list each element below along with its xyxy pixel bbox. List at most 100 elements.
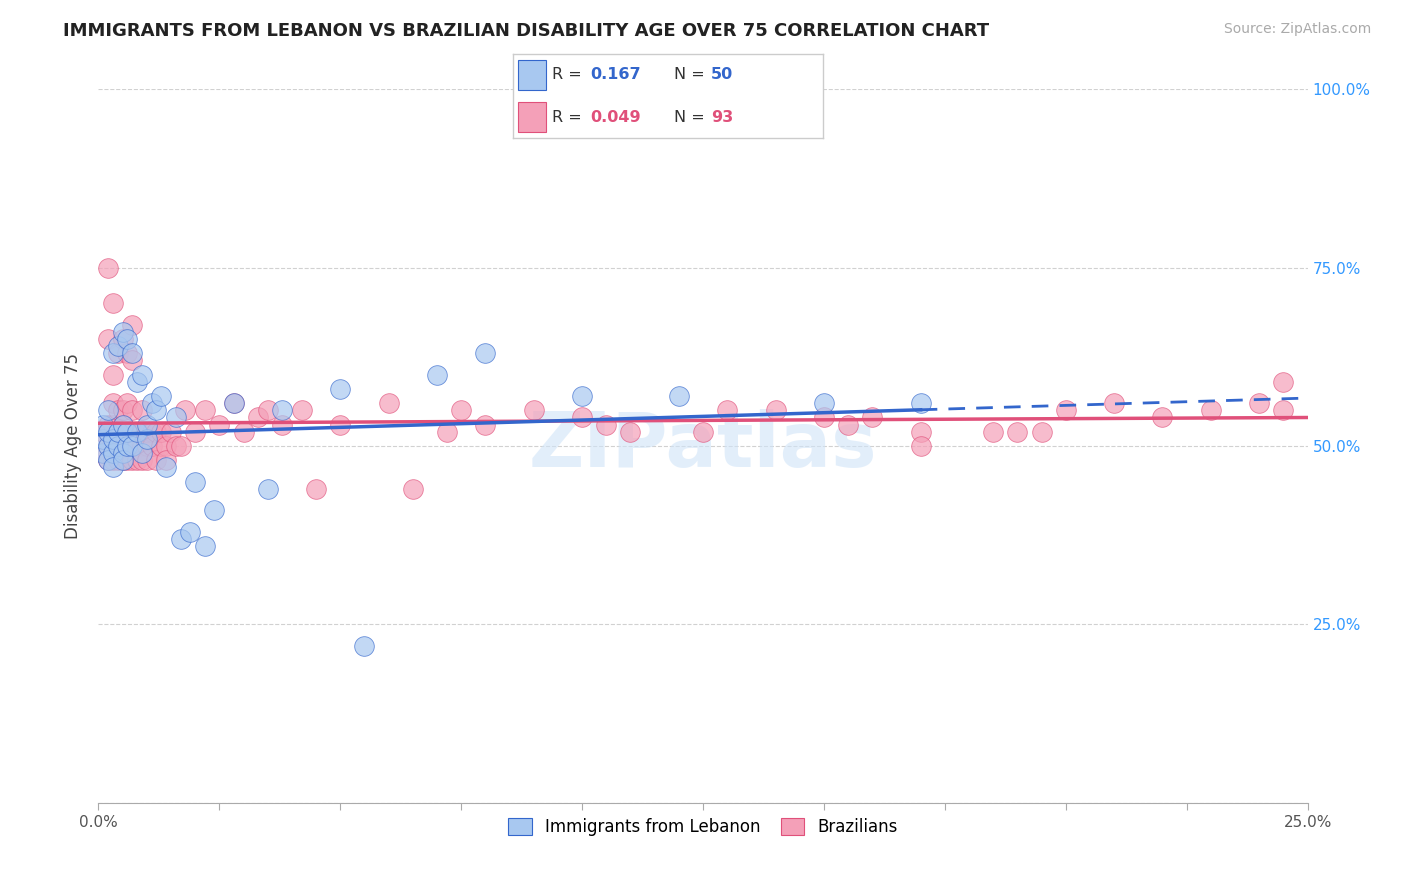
Point [121, 353, 143, 368]
Point [117, 346, 139, 360]
Point [426, 368, 449, 382]
Point [101, 346, 124, 360]
Point [127, 453, 149, 467]
Point [111, 446, 134, 460]
Point [232, 425, 254, 439]
Point [145, 425, 167, 439]
Point [169, 439, 191, 453]
Point [1272, 403, 1295, 417]
Point [523, 403, 546, 417]
Point [127, 425, 149, 439]
Point [107, 453, 129, 467]
Legend: Immigrants from Lebanon, Brazilians: Immigrants from Lebanon, Brazilians [501, 810, 905, 845]
Bar [517, 60, 546, 89]
Point [135, 432, 157, 446]
Point [91, 425, 114, 439]
Point [111, 453, 134, 467]
Point [121, 439, 143, 453]
Point [107, 339, 129, 353]
Point [97, 439, 120, 453]
Point [111, 332, 134, 346]
Point [117, 396, 139, 410]
Point [111, 439, 134, 453]
Point [194, 403, 217, 417]
Point [107, 346, 129, 360]
Point [131, 446, 153, 460]
Point [135, 453, 157, 467]
Point [474, 346, 496, 360]
Point [121, 425, 143, 439]
Point [101, 460, 124, 475]
Point [765, 403, 787, 417]
Point [121, 439, 143, 453]
Point [141, 396, 163, 410]
Text: ZIPatlas: ZIPatlas [529, 409, 877, 483]
Point [571, 410, 593, 425]
Text: R =: R = [551, 67, 586, 82]
Point [1272, 375, 1295, 389]
Point [256, 403, 278, 417]
Point [91, 432, 114, 446]
Point [111, 417, 134, 432]
Point [101, 446, 124, 460]
Point [117, 425, 139, 439]
Text: N =: N = [673, 110, 710, 125]
Point [860, 410, 883, 425]
Point [179, 524, 201, 539]
Point [101, 432, 124, 446]
Point [117, 425, 139, 439]
Point [97, 453, 120, 467]
Point [692, 425, 714, 439]
Point [107, 403, 129, 417]
Point [131, 453, 153, 467]
Point [111, 403, 134, 417]
Point [155, 460, 177, 475]
Point [450, 403, 472, 417]
Point [121, 346, 143, 360]
Text: Source: ZipAtlas.com: Source: ZipAtlas.com [1223, 22, 1371, 37]
Point [813, 410, 835, 425]
Text: 50: 50 [711, 67, 734, 82]
Point [117, 453, 139, 467]
Point [131, 368, 153, 382]
Point [271, 417, 294, 432]
Point [91, 417, 114, 432]
Point [97, 453, 120, 467]
Point [1102, 396, 1125, 410]
Point [141, 425, 163, 439]
Point [595, 417, 617, 432]
Point [813, 396, 835, 410]
Point [204, 503, 226, 517]
Point [165, 410, 187, 425]
Point [111, 453, 134, 467]
Point [111, 417, 134, 432]
Point [101, 368, 124, 382]
Point [353, 639, 375, 653]
Bar [517, 103, 546, 132]
Point [290, 403, 312, 417]
Point [97, 260, 120, 275]
Point [668, 389, 690, 403]
Text: R =: R = [551, 110, 586, 125]
Point [150, 389, 173, 403]
Point [107, 425, 129, 439]
Point [121, 403, 143, 417]
Point [107, 439, 129, 453]
Point [127, 439, 149, 453]
Point [135, 417, 157, 432]
Point [910, 439, 932, 453]
Point [150, 425, 173, 439]
Point [1249, 396, 1271, 410]
Point [101, 417, 124, 432]
Point [117, 439, 139, 453]
Point [111, 325, 134, 339]
Point [184, 475, 207, 489]
Point [131, 439, 153, 453]
Text: IMMIGRANTS FROM LEBANON VS BRAZILIAN DISABILITY AGE OVER 75 CORRELATION CHART: IMMIGRANTS FROM LEBANON VS BRAZILIAN DIS… [63, 22, 990, 40]
Point [910, 396, 932, 410]
Point [208, 417, 231, 432]
Point [135, 425, 157, 439]
Point [305, 482, 328, 496]
Point [1007, 425, 1029, 439]
Point [222, 396, 245, 410]
